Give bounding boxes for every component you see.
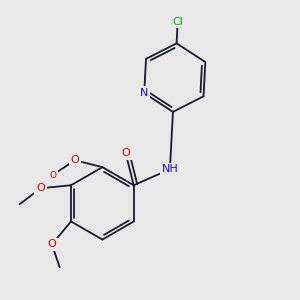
Text: O: O — [49, 171, 56, 180]
Text: Cl: Cl — [172, 17, 183, 27]
Text: NH: NH — [161, 164, 178, 174]
Text: O: O — [122, 148, 130, 158]
Text: O: O — [48, 239, 56, 249]
Text: O: O — [36, 183, 45, 193]
Text: N: N — [140, 88, 148, 98]
Text: O: O — [70, 155, 79, 165]
